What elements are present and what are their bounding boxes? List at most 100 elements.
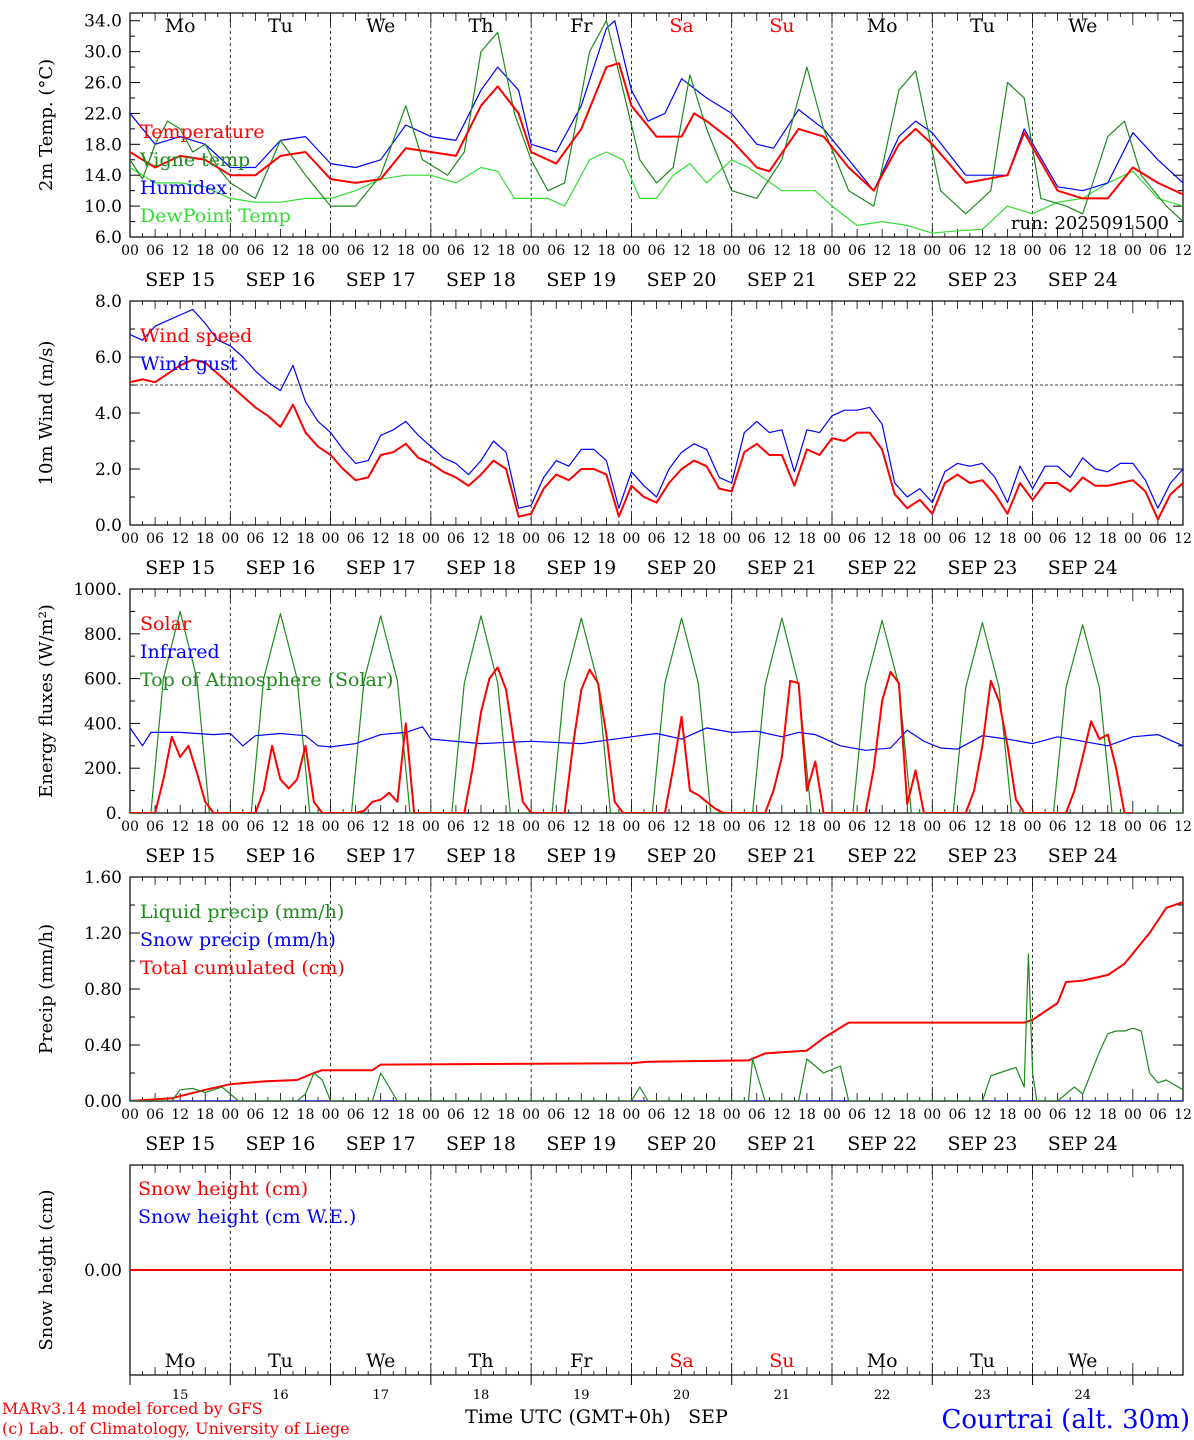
y-tick-label: 26.0 bbox=[84, 74, 122, 94]
y-tick-label: 8.0 bbox=[95, 292, 122, 312]
hour-label: 18 bbox=[597, 819, 615, 835]
day-number: 24 bbox=[1074, 1388, 1091, 1403]
plot-frame bbox=[129, 12, 1184, 238]
hour-label: 18 bbox=[597, 531, 615, 547]
y-axis-label: Energy fluxes (W/m²) bbox=[36, 604, 57, 798]
y-tick-label: 4.0 bbox=[95, 404, 122, 424]
day-name: Su bbox=[769, 1350, 794, 1372]
date-label: SEP 22 bbox=[847, 1133, 917, 1155]
hour-label: 12 bbox=[1174, 1107, 1192, 1123]
hour-label: 12 bbox=[472, 243, 490, 259]
y-tick-label: 200. bbox=[84, 759, 122, 779]
legend-entry: Liquid precip (mm/h) bbox=[140, 901, 344, 923]
date-label: SEP 16 bbox=[245, 845, 315, 867]
hour-label: 06 bbox=[447, 1107, 465, 1123]
hour-label: 00 bbox=[1124, 819, 1142, 835]
y-tick-label: 1.60 bbox=[84, 868, 122, 888]
hour-label: 00 bbox=[923, 819, 941, 835]
hour-label: 00 bbox=[823, 243, 841, 259]
hour-label: 18 bbox=[898, 531, 916, 547]
date-label: SEP 16 bbox=[245, 557, 315, 579]
date-label: SEP 22 bbox=[847, 269, 917, 291]
day-name: Tu bbox=[268, 1350, 293, 1372]
hour-label: 12 bbox=[773, 531, 791, 547]
hour-label: 12 bbox=[673, 819, 691, 835]
day-name: Tu bbox=[970, 15, 995, 37]
hour-label: 00 bbox=[322, 1107, 340, 1123]
hour-label: 00 bbox=[823, 531, 841, 547]
hour-label: 12 bbox=[171, 819, 189, 835]
date-label: SEP 24 bbox=[1048, 1133, 1118, 1155]
date-label: SEP 15 bbox=[145, 1133, 215, 1155]
hour-label: 00 bbox=[923, 1107, 941, 1123]
hour-label: 18 bbox=[999, 819, 1017, 835]
hour-label: 00 bbox=[522, 243, 540, 259]
hour-label: 00 bbox=[723, 243, 741, 259]
hour-label: 12 bbox=[272, 1107, 290, 1123]
hour-label: 00 bbox=[1124, 1107, 1142, 1123]
legend-entry: Temperature bbox=[140, 121, 264, 143]
hour-label: 06 bbox=[1149, 243, 1167, 259]
hour-label: 00 bbox=[322, 531, 340, 547]
hour-label: 00 bbox=[823, 819, 841, 835]
hour-label: 00 bbox=[623, 1107, 641, 1123]
hour-label: 12 bbox=[472, 531, 490, 547]
hour-label: 12 bbox=[673, 1107, 691, 1123]
legend-entry: Infrared bbox=[140, 641, 220, 663]
hour-label: 18 bbox=[1099, 531, 1117, 547]
y-tick-label: 34.0 bbox=[84, 12, 122, 32]
run-annotation: run: 2025091500 bbox=[1011, 213, 1169, 234]
hour-label: 00 bbox=[121, 531, 139, 547]
hour-label: 12 bbox=[171, 1107, 189, 1123]
date-label: SEP 18 bbox=[446, 1133, 516, 1155]
hour-label: 00 bbox=[422, 819, 440, 835]
hour-label: 12 bbox=[572, 1107, 590, 1123]
hour-label: 06 bbox=[1049, 531, 1067, 547]
hour-label: 18 bbox=[397, 531, 415, 547]
hour-label: 18 bbox=[1099, 243, 1117, 259]
day-name: Tu bbox=[268, 15, 293, 37]
day-name: Th bbox=[469, 15, 494, 37]
hour-label: 06 bbox=[547, 1107, 565, 1123]
day-name: We bbox=[366, 15, 395, 37]
series-line-wind-speed bbox=[130, 358, 1183, 521]
hour-label: 18 bbox=[196, 531, 214, 547]
hour-label: 06 bbox=[547, 243, 565, 259]
y-tick-label: 6.0 bbox=[95, 348, 122, 368]
hour-label: 06 bbox=[848, 243, 866, 259]
series-line-solar bbox=[130, 666, 1133, 813]
hour-label: 06 bbox=[146, 243, 164, 259]
day-number: 20 bbox=[673, 1388, 690, 1403]
legend-entry: Total cumulated (cm) bbox=[140, 957, 345, 979]
hour-label: 18 bbox=[698, 1107, 716, 1123]
legend-entry: Top of Atmosphere (Solar) bbox=[140, 669, 393, 691]
y-tick-label: 30.0 bbox=[84, 43, 122, 63]
hour-label: 12 bbox=[572, 531, 590, 547]
y-tick-label: 18.0 bbox=[84, 135, 122, 155]
y-tick-label: 22.0 bbox=[84, 104, 122, 124]
hour-label: 06 bbox=[1049, 819, 1067, 835]
hour-label: 18 bbox=[397, 1107, 415, 1123]
hour-label: 18 bbox=[497, 1107, 515, 1123]
panel-2: 0.0 2.0 4.0 6.0 8.0 10m Wind (m/s) Wind speed W… bbox=[36, 292, 1192, 579]
hour-label: 12 bbox=[272, 243, 290, 259]
hour-label: 12 bbox=[974, 1107, 992, 1123]
y-tick-label: 0. bbox=[106, 804, 122, 824]
hour-label: 18 bbox=[698, 243, 716, 259]
date-label: SEP 20 bbox=[647, 269, 717, 291]
date-label: SEP 20 bbox=[647, 557, 717, 579]
hour-label: 00 bbox=[623, 531, 641, 547]
date-label: SEP 18 bbox=[446, 845, 516, 867]
panel-1: 6.0 10.0 14.0 18.0 22.0 26.0 30.0 34.0 2m Temp. … bbox=[36, 12, 1192, 291]
hour-label: 06 bbox=[347, 531, 365, 547]
hour-label: 06 bbox=[347, 819, 365, 835]
day-name: Th bbox=[469, 1350, 494, 1372]
month-label: SEP bbox=[688, 1406, 728, 1428]
hour-label: 12 bbox=[873, 819, 891, 835]
hour-label: 00 bbox=[522, 1107, 540, 1123]
hour-label: 18 bbox=[397, 243, 415, 259]
legend-entry: Wind speed bbox=[140, 325, 252, 347]
y-tick-label: 600. bbox=[84, 670, 122, 690]
hour-label: 18 bbox=[798, 819, 816, 835]
day-name: We bbox=[1068, 1350, 1097, 1372]
